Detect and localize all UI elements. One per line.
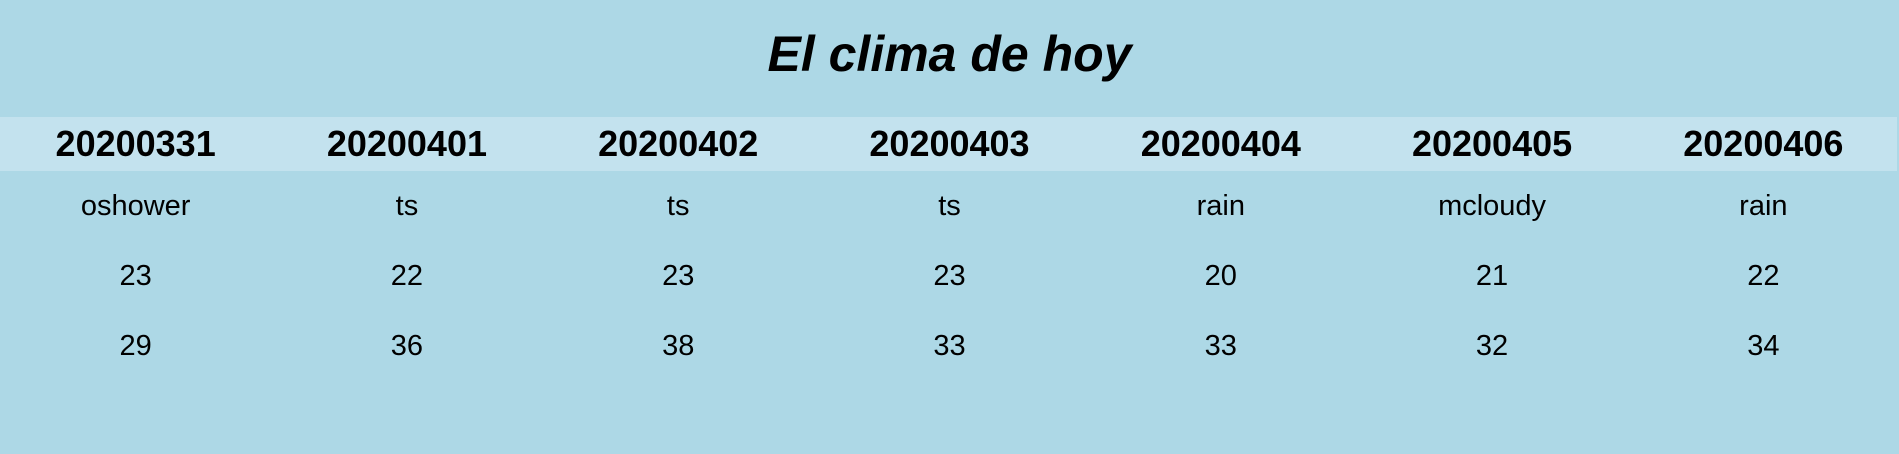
date-cell: 20200402 bbox=[598, 123, 759, 164]
min-temp-cell: 20 bbox=[1204, 259, 1237, 292]
page-title: El clima de hoy bbox=[767, 26, 1132, 82]
date-cell: 20200403 bbox=[869, 123, 1030, 164]
max-temp-cell: 36 bbox=[390, 329, 424, 362]
date-header-band bbox=[0, 117, 1897, 171]
max-temp-cell: 32 bbox=[1475, 329, 1509, 362]
max-temp-cell: 34 bbox=[1747, 329, 1780, 362]
max-temp-cell: 33 bbox=[1204, 329, 1237, 362]
date-cell: 20200401 bbox=[326, 123, 487, 164]
max-temp-cell: 29 bbox=[119, 329, 152, 362]
max-temp-cell: 33 bbox=[933, 329, 966, 362]
min-temp-cell: 22 bbox=[1747, 259, 1780, 292]
condition-cell: oshower bbox=[80, 189, 191, 222]
condition-cell: ts bbox=[938, 189, 961, 222]
min-temp-cell: 23 bbox=[119, 259, 152, 292]
date-cell: 20200404 bbox=[1140, 123, 1301, 164]
date-cell: 20200405 bbox=[1411, 123, 1573, 164]
forecast-table: 20200331 20200401 20200402 20200403 2020… bbox=[0, 117, 1899, 381]
condition-cell: rain bbox=[1739, 189, 1788, 222]
min-temp-cell: 23 bbox=[933, 259, 966, 292]
date-cell: 20200406 bbox=[1683, 123, 1844, 164]
max-temp-cell: 38 bbox=[662, 329, 695, 362]
condition-cell: mcloudy bbox=[1438, 189, 1547, 222]
condition-cell: ts bbox=[666, 189, 690, 222]
min-temp-cell: 22 bbox=[390, 259, 424, 292]
min-temp-cell: 21 bbox=[1475, 259, 1509, 292]
min-temp-cell: 23 bbox=[662, 259, 695, 292]
condition-cell: ts bbox=[395, 189, 419, 222]
condition-cell: rain bbox=[1196, 189, 1245, 222]
date-cell: 20200331 bbox=[55, 123, 216, 164]
